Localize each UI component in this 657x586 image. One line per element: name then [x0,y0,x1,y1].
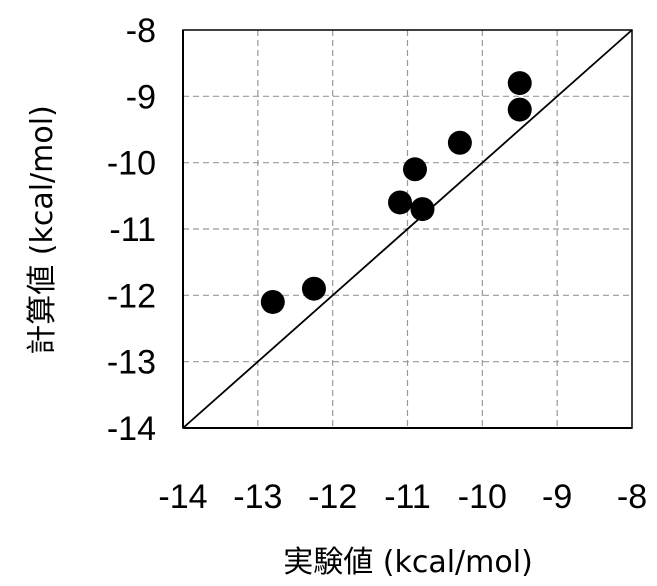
y-tick-label: -12 [107,277,156,315]
data-point [447,130,472,155]
data-point [402,157,427,182]
identity-line [182,29,633,429]
y-tick-label: -9 [126,78,156,116]
data-point [507,71,532,96]
x-tick-label: -10 [458,478,507,516]
y-tick-label: -13 [107,344,156,382]
x-tick-labels: -14 -13 -12 -11 -10 -9 -8 [158,478,647,516]
plot-area [182,29,633,429]
x-tick-label: -9 [542,478,572,516]
x-tick-label: -13 [233,478,282,516]
x-axis-title: 実験値 (kcal/mol) [283,545,533,580]
data-point [507,97,532,122]
x-tick-label: -12 [308,478,357,516]
y-axis-title: 計算値 (kcal/mol) [25,105,60,355]
x-tick-label: -11 [384,478,431,516]
data-point [410,197,435,222]
y-tick-label: -8 [126,12,156,50]
y-tick-label: -14 [107,410,156,448]
x-tick-label: -8 [617,478,647,516]
y-tick-labels: -14 -13 -12 -11 -10 -9 -8 [107,12,156,448]
data-point [260,289,285,314]
y-tick-label: -11 [109,211,156,249]
x-tick-label: -14 [158,478,207,516]
data-point [388,190,413,215]
y-tick-label: -10 [107,145,156,183]
data-point [301,276,326,301]
